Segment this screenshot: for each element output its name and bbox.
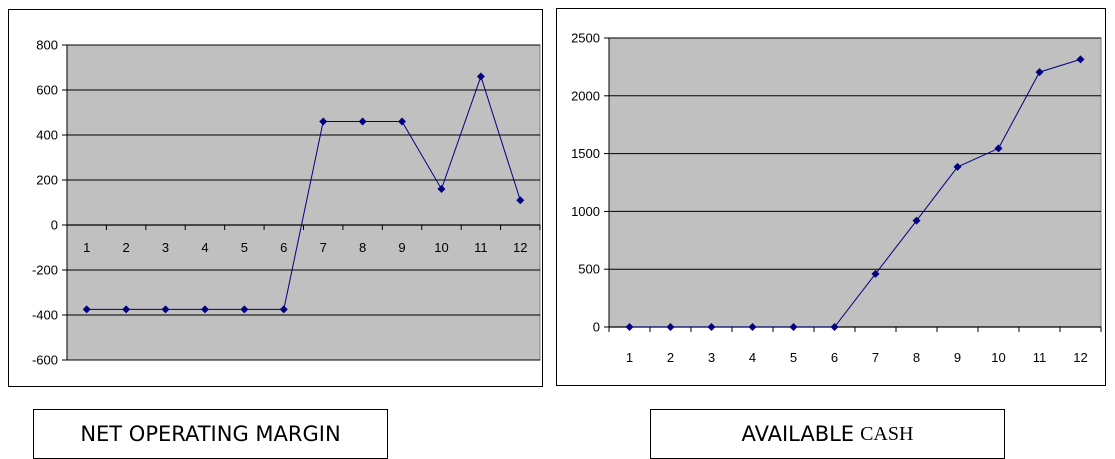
cash-data-point bbox=[994, 144, 1003, 153]
nom-y-tick-label: -400 bbox=[32, 308, 58, 323]
cash-data-point bbox=[707, 323, 716, 331]
available-cash-title-part1: AVAILABLE bbox=[741, 422, 855, 446]
cash-x-tick-label: 3 bbox=[708, 350, 715, 365]
nom-x-tick-label: 12 bbox=[513, 240, 527, 255]
cash-data-point bbox=[1035, 68, 1044, 77]
nom-data-point bbox=[398, 117, 407, 126]
available-cash-title: AVAILABLE CASH bbox=[650, 409, 1005, 459]
nom-x-tick-label: 7 bbox=[320, 240, 327, 255]
net-operating-margin-chart: 800 600 400 200 0 -200 -400 -600 1 2 3 4 5 6 7 8 9 10 11 12 bbox=[8, 9, 543, 387]
cash-x-tick-label: 10 bbox=[991, 350, 1005, 365]
available-cash-chart: 2500 2000 1500 1000 500 0 1 2 3 4 5 6 7 8 9 10 11 12 bbox=[556, 8, 1106, 386]
cash-data-point bbox=[871, 269, 880, 278]
cash-data-point bbox=[912, 216, 921, 225]
nom-data-point bbox=[319, 117, 328, 126]
cash-data-point bbox=[625, 323, 634, 331]
nom-y-tick-label: 400 bbox=[36, 128, 58, 143]
nom-data-point bbox=[161, 305, 170, 314]
cash-x-tick-label: 2 bbox=[667, 350, 674, 365]
nom-series-line bbox=[86, 74, 521, 310]
cash-data-point bbox=[748, 323, 757, 331]
nom-y-tick-label: 800 bbox=[36, 38, 58, 53]
nom-data-point bbox=[516, 196, 525, 205]
cash-x-tick-label: 1 bbox=[626, 350, 633, 365]
nom-plot-area bbox=[66, 44, 541, 361]
cash-y-tick-label: 500 bbox=[578, 262, 600, 277]
cash-x-tick-label: 9 bbox=[954, 350, 961, 365]
cash-data-point bbox=[666, 323, 675, 331]
cash-y-tick-label: 0 bbox=[593, 320, 600, 335]
nom-x-tick-label: 10 bbox=[434, 240, 448, 255]
cash-y-tick-label: 2500 bbox=[571, 31, 600, 46]
nom-x-tick-label: 8 bbox=[359, 240, 366, 255]
cash-series-line bbox=[629, 58, 1081, 328]
nom-data-point bbox=[200, 305, 209, 314]
cash-x-tick-label: 11 bbox=[1033, 350, 1047, 365]
cash-x-tick-label: 6 bbox=[831, 350, 838, 365]
cash-y-tick-label: 1500 bbox=[571, 146, 600, 161]
nom-data-point bbox=[279, 305, 288, 314]
nom-data-point bbox=[240, 305, 249, 314]
nom-x-tick-label: 1 bbox=[83, 240, 90, 255]
net-operating-margin-title-text: NET OPERATING MARGIN bbox=[80, 422, 341, 446]
cash-data-point bbox=[789, 323, 798, 331]
nom-data-point bbox=[122, 305, 131, 314]
nom-data-point bbox=[82, 305, 91, 314]
cash-plot-area bbox=[608, 37, 1102, 328]
net-operating-margin-title: NET OPERATING MARGIN bbox=[33, 409, 388, 459]
nom-x-tick-label: 5 bbox=[241, 240, 248, 255]
nom-x-tick-label: 6 bbox=[280, 240, 287, 255]
nom-y-tick-label: 0 bbox=[51, 218, 58, 233]
nom-y-tick-label: 600 bbox=[36, 83, 58, 98]
cash-x-tick-label: 7 bbox=[872, 350, 879, 365]
nom-x-tick-label: 2 bbox=[123, 240, 130, 255]
nom-x-tick-label: 11 bbox=[474, 240, 488, 255]
cash-x-tick-label: 8 bbox=[913, 350, 920, 365]
cash-data-point bbox=[953, 162, 962, 171]
nom-x-tick-label: 9 bbox=[398, 240, 405, 255]
cash-x-tick-label: 5 bbox=[790, 350, 797, 365]
nom-x-tick-label: 3 bbox=[162, 240, 169, 255]
cash-y-tick-label: 2000 bbox=[571, 88, 600, 103]
cash-data-point bbox=[1076, 55, 1085, 64]
cash-data-point bbox=[830, 323, 839, 331]
cash-x-tick-label: 12 bbox=[1073, 350, 1087, 365]
nom-data-point bbox=[358, 117, 367, 126]
cash-y-tick-label: 1000 bbox=[571, 204, 600, 219]
nom-x-tick-label: 4 bbox=[201, 240, 208, 255]
nom-y-tick-label: -600 bbox=[32, 353, 58, 368]
nom-data-point bbox=[476, 72, 485, 81]
cash-x-tick-label: 4 bbox=[749, 350, 756, 365]
nom-y-tick-label: 200 bbox=[36, 173, 58, 188]
nom-y-tick-label: -200 bbox=[32, 263, 58, 278]
nom-data-point bbox=[437, 185, 446, 193]
available-cash-title-part2: CASH bbox=[860, 422, 914, 445]
